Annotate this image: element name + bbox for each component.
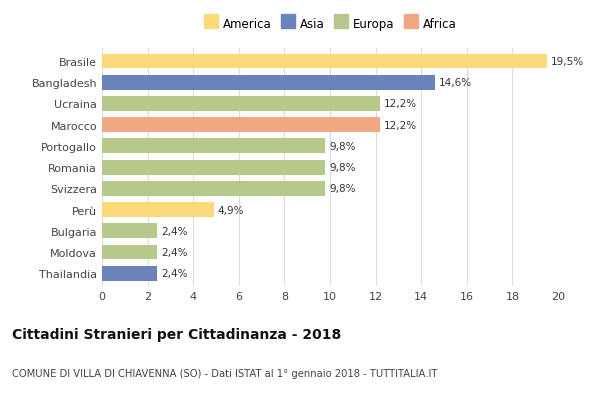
Text: 9,8%: 9,8% [329,163,356,173]
Bar [102,118,380,133]
Bar [102,160,325,175]
Text: 2,4%: 2,4% [161,226,187,236]
Bar [102,97,380,112]
Text: Cittadini Stranieri per Cittadinanza - 2018: Cittadini Stranieri per Cittadinanza - 2… [12,327,341,341]
Legend: America, Asia, Europa, Africa: America, Asia, Europa, Africa [200,15,460,35]
Text: 19,5%: 19,5% [551,57,584,67]
Text: COMUNE DI VILLA DI CHIAVENNA (SO) - Dati ISTAT al 1° gennaio 2018 - TUTTITALIA.I: COMUNE DI VILLA DI CHIAVENNA (SO) - Dati… [12,368,437,378]
Bar [102,139,325,154]
Text: 2,4%: 2,4% [161,269,187,279]
Bar [102,76,435,90]
Bar [102,224,157,238]
Text: 2,4%: 2,4% [161,247,187,257]
Bar [102,54,547,69]
Text: 12,2%: 12,2% [384,99,418,109]
Text: 14,6%: 14,6% [439,78,472,88]
Bar [102,266,157,281]
Bar [102,245,157,260]
Text: 4,9%: 4,9% [218,205,244,215]
Text: 12,2%: 12,2% [384,120,418,130]
Text: 9,8%: 9,8% [329,142,356,151]
Bar [102,202,214,218]
Bar [102,182,325,196]
Text: 9,8%: 9,8% [329,184,356,194]
